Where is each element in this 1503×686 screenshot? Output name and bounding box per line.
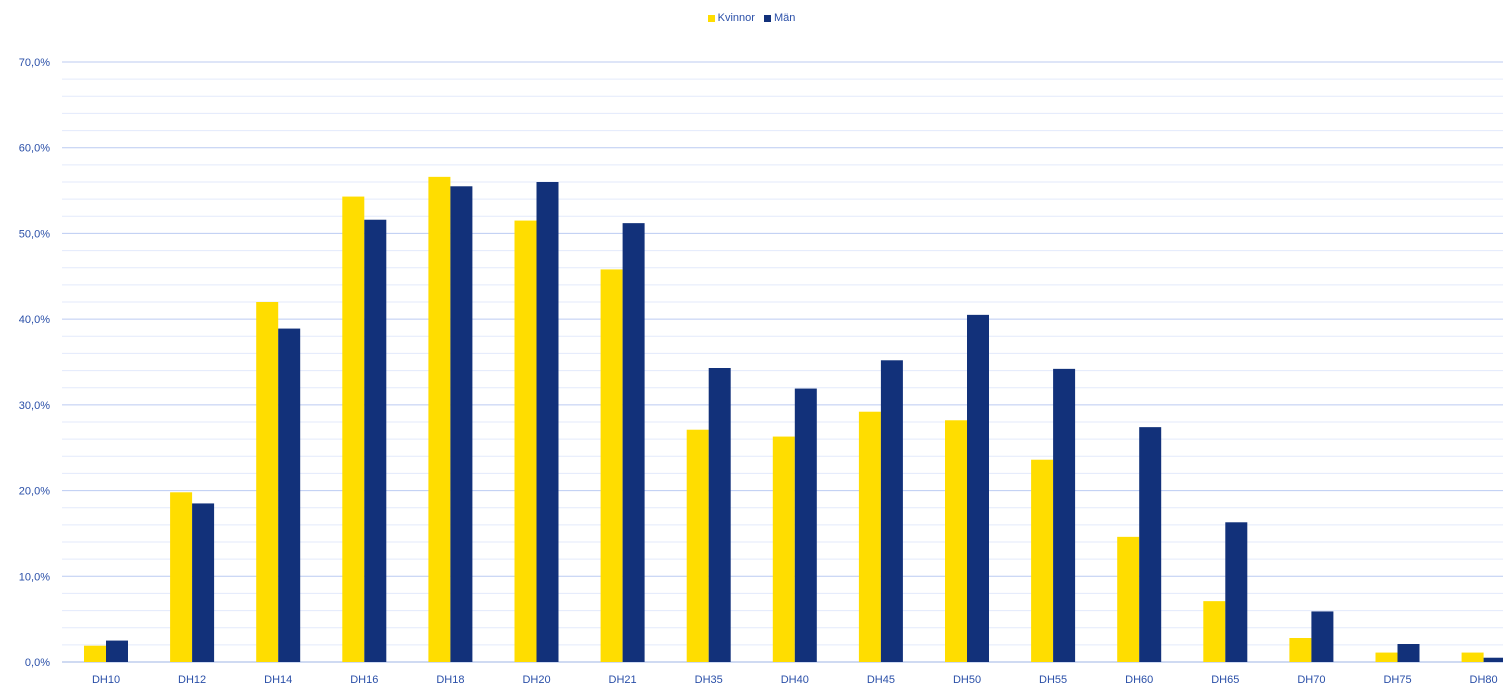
x-tick-label: DH45: [867, 674, 895, 686]
bar-man-dh70: [1311, 611, 1334, 662]
bar-kvinnor-dh80: [1461, 652, 1484, 662]
bar-kvinnor-dh65: [1203, 601, 1226, 662]
x-tick-label: DH12: [178, 674, 206, 686]
bar-kvinnor-dh21: [600, 269, 623, 662]
legend-item-man: Män: [763, 12, 796, 24]
y-tick-label: 10,0%: [19, 571, 50, 583]
y-tick-label: 50,0%: [19, 228, 50, 240]
bar-man-dh18: [450, 186, 473, 663]
x-tick-label: DH65: [1211, 674, 1239, 686]
y-tick-label: 30,0%: [19, 400, 50, 412]
y-tick-label: 40,0%: [19, 314, 50, 326]
x-tick-label: DH18: [436, 674, 464, 686]
bar-kvinnor-dh45: [858, 411, 881, 662]
bar-kvinnor-dh10: [84, 645, 106, 662]
x-tick-label: DH60: [1125, 674, 1153, 686]
bar-man-dh10: [106, 640, 128, 662]
legend-item-kvinnor: Kvinnor: [707, 12, 755, 24]
bar-kvinnor-dh75: [1375, 652, 1398, 662]
x-tick-label: DH10: [92, 674, 120, 686]
legend-label-kvinnor: Kvinnor: [717, 12, 755, 24]
y-tick-label: 60,0%: [19, 143, 50, 155]
bar-man-dh80: [1483, 657, 1503, 662]
bar-kvinnor-dh12: [170, 492, 193, 662]
bar-man-dh60: [1139, 427, 1162, 662]
bar-kvinnor-dh20: [514, 220, 537, 663]
bar-kvinnor-dh14: [256, 302, 279, 662]
x-tick-label: DH80: [1470, 674, 1498, 686]
bar-man-dh40: [794, 388, 817, 662]
bar-kvinnor-dh40: [772, 436, 795, 662]
y-tick-label: 20,0%: [19, 486, 50, 498]
y-tick-label: 0,0%: [25, 657, 50, 669]
x-tick-label: DH35: [695, 674, 723, 686]
bar-man-dh35: [708, 368, 731, 662]
y-tick-label: 70,0%: [19, 57, 50, 69]
bar-man-dh50: [967, 314, 989, 662]
bar-kvinnor-dh55: [1031, 459, 1054, 662]
bar-man-dh55: [1053, 368, 1076, 662]
bar-kvinnor-dh35: [686, 429, 709, 662]
bar-man-dh16: [364, 219, 387, 662]
bar-man-dh21: [622, 223, 645, 662]
x-tick-label: DH16: [350, 674, 378, 686]
x-tick-label: DH40: [781, 674, 809, 686]
x-tick-label: DH70: [1297, 674, 1325, 686]
bar-kvinnor-dh16: [342, 196, 365, 663]
x-tick-label: DH50: [953, 674, 981, 686]
bar-kvinnor-dh60: [1117, 536, 1140, 662]
bar-man-dh65: [1225, 522, 1248, 662]
bar-man-dh20: [536, 182, 559, 662]
legend-swatch-kvinnor: [707, 14, 715, 22]
chart-legend: Kvinnor Män: [0, 12, 1503, 25]
bar-kvinnor-dh70: [1289, 638, 1312, 662]
bar-man-dh14: [278, 328, 301, 662]
legend-swatch-man: [763, 14, 771, 22]
bar-kvinnor-dh50: [945, 420, 967, 662]
bar-man-dh45: [880, 360, 903, 662]
x-tick-label: DH20: [522, 674, 550, 686]
x-tick-label: DH55: [1039, 674, 1067, 686]
bar-man-dh12: [192, 503, 215, 662]
legend-label-man: Män: [773, 12, 796, 24]
x-tick-label: DH21: [609, 674, 637, 686]
x-tick-label: DH75: [1383, 674, 1411, 686]
bar-kvinnor-dh18: [428, 176, 451, 662]
x-tick-label: DH14: [264, 674, 292, 686]
bar-man-dh75: [1397, 644, 1420, 662]
